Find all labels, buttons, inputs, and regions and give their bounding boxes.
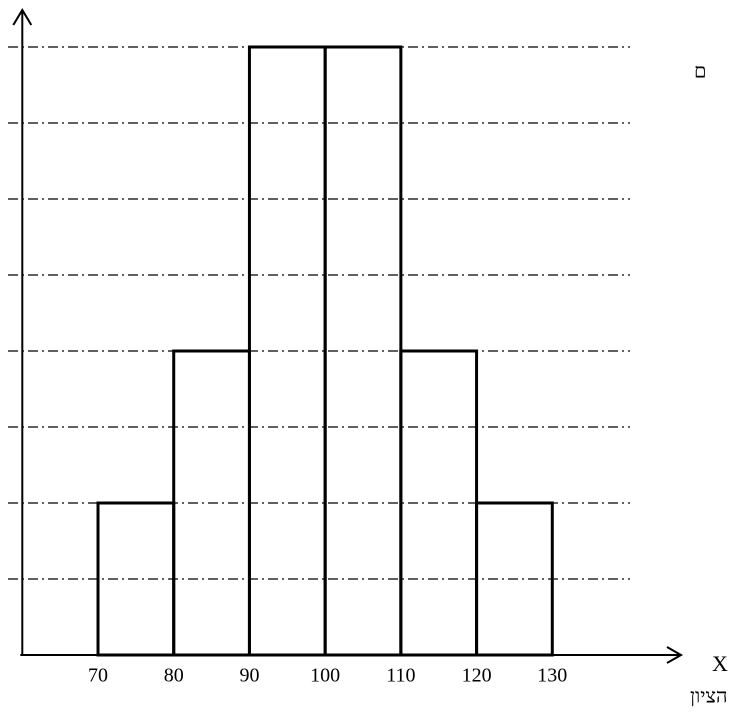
x-axis-label: X <box>712 651 728 676</box>
x-axis-arrow <box>666 646 684 664</box>
x-tick-label: 70 <box>88 665 108 687</box>
bar <box>475 501 554 657</box>
x-tick-label: 120 <box>462 665 492 687</box>
x-tick-label: 80 <box>164 665 184 687</box>
x-axis-title: הציון <box>690 686 727 708</box>
x-tick-label: 130 <box>537 665 567 687</box>
x-tick-label: 110 <box>386 665 415 687</box>
annotation: ם <box>694 61 706 83</box>
x-tick-label: 90 <box>239 665 259 687</box>
x-tick-label: 100 <box>310 665 340 687</box>
y-axis-arrow <box>12 8 33 26</box>
